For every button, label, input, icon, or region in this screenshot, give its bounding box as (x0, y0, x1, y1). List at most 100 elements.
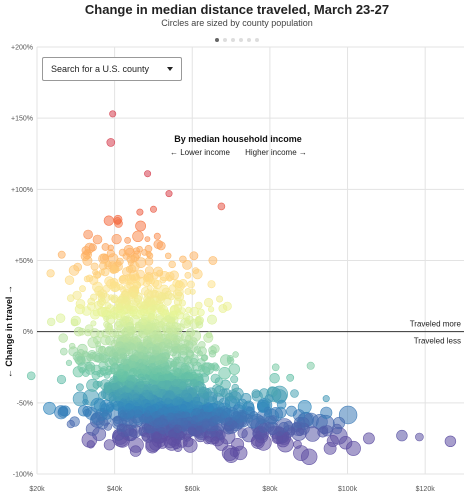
county-point[interactable] (105, 404, 114, 413)
county-point[interactable] (166, 274, 173, 282)
county-point[interactable] (185, 346, 192, 353)
county-point[interactable] (293, 440, 302, 449)
county-point[interactable] (133, 281, 141, 289)
county-point[interactable] (81, 350, 89, 358)
county-point[interactable] (98, 297, 106, 306)
county-point[interactable] (142, 389, 150, 397)
county-point[interactable] (157, 306, 165, 314)
county-point[interactable] (119, 410, 127, 418)
county-point[interactable] (90, 262, 99, 271)
county-point[interactable] (326, 434, 339, 447)
county-point[interactable] (173, 327, 180, 334)
county-point[interactable] (59, 347, 68, 356)
county-point[interactable] (237, 398, 248, 409)
county-point[interactable] (228, 363, 241, 375)
county-point[interactable] (215, 430, 226, 441)
county-point[interactable] (198, 364, 206, 372)
county-point[interactable] (146, 300, 153, 307)
county-point[interactable] (84, 249, 91, 256)
county-point[interactable] (43, 401, 56, 415)
county-point[interactable] (267, 426, 277, 436)
county-point[interactable] (82, 398, 89, 406)
county-point[interactable] (141, 318, 148, 326)
county-point[interactable] (286, 373, 295, 382)
county-point[interactable] (208, 256, 218, 265)
county-point[interactable] (338, 436, 353, 450)
county-point[interactable] (207, 280, 216, 289)
county-point[interactable] (202, 420, 210, 429)
county-point[interactable] (190, 416, 199, 424)
county-point[interactable] (84, 361, 92, 370)
county-point[interactable] (207, 314, 218, 325)
county-point[interactable] (111, 312, 118, 319)
county-point[interactable] (161, 356, 168, 363)
pager-dot[interactable] (239, 37, 243, 42)
county-point[interactable] (156, 241, 166, 251)
county-point[interactable] (232, 411, 241, 419)
county-point[interactable] (127, 374, 136, 383)
chevron-down-icon[interactable] (167, 67, 173, 71)
county-point[interactable] (195, 321, 204, 329)
county-point[interactable] (103, 315, 110, 322)
county-point[interactable] (256, 415, 265, 425)
county-point[interactable] (244, 413, 253, 423)
county-point[interactable] (331, 423, 343, 435)
county-point[interactable] (57, 250, 66, 259)
county-point[interactable] (205, 331, 213, 339)
county-point[interactable] (130, 305, 137, 312)
county-point[interactable] (208, 350, 217, 358)
county-point[interactable] (86, 440, 95, 449)
county-point[interactable] (154, 344, 160, 351)
county-point[interactable] (129, 274, 136, 281)
county-point[interactable] (142, 275, 150, 282)
county-point[interactable] (78, 367, 86, 374)
county-point[interactable] (157, 408, 165, 416)
county-point[interactable] (92, 309, 100, 317)
county-point[interactable] (119, 347, 126, 354)
county-point[interactable] (290, 389, 299, 398)
county-point[interactable] (145, 424, 154, 433)
county-point[interactable] (102, 254, 109, 261)
county-point[interactable] (158, 374, 165, 382)
county-point[interactable] (182, 313, 190, 321)
county-point[interactable] (130, 291, 137, 299)
county-point[interactable] (139, 363, 146, 370)
county-point[interactable] (83, 408, 92, 418)
county-point[interactable] (96, 380, 103, 387)
pager-dot[interactable] (231, 37, 235, 42)
county-point[interactable] (65, 359, 73, 367)
county-point[interactable] (195, 301, 203, 310)
county-point[interactable] (217, 202, 226, 211)
county-point[interactable] (202, 392, 210, 399)
county-point[interactable] (152, 286, 159, 293)
county-point[interactable] (185, 306, 192, 314)
county-point[interactable] (136, 302, 143, 309)
county-point[interactable] (218, 304, 228, 313)
county-point[interactable] (95, 340, 102, 347)
county-point[interactable] (146, 284, 153, 291)
pager-dot[interactable] (247, 37, 251, 42)
county-point[interactable] (154, 417, 162, 425)
county-point[interactable] (128, 360, 136, 368)
county-point[interactable] (156, 269, 164, 277)
county-point[interactable] (149, 278, 156, 285)
county-point[interactable] (224, 417, 233, 426)
county-point[interactable] (144, 266, 154, 275)
county-point[interactable] (88, 243, 97, 252)
county-point[interactable] (160, 293, 167, 300)
county-point[interactable] (102, 284, 111, 293)
county-point[interactable] (58, 333, 68, 343)
county-point[interactable] (132, 393, 140, 401)
county-point[interactable] (113, 415, 122, 424)
county-point[interactable] (125, 265, 134, 273)
county-point[interactable] (152, 432, 162, 442)
county-point[interactable] (220, 410, 228, 419)
county-point[interactable] (167, 412, 175, 421)
county-point[interactable] (180, 417, 189, 426)
county-point[interactable] (70, 318, 79, 327)
county-point[interactable] (164, 397, 172, 405)
county-point[interactable] (198, 386, 207, 394)
county-point[interactable] (287, 427, 296, 436)
county-point[interactable] (123, 343, 130, 350)
county-point[interactable] (190, 379, 198, 387)
